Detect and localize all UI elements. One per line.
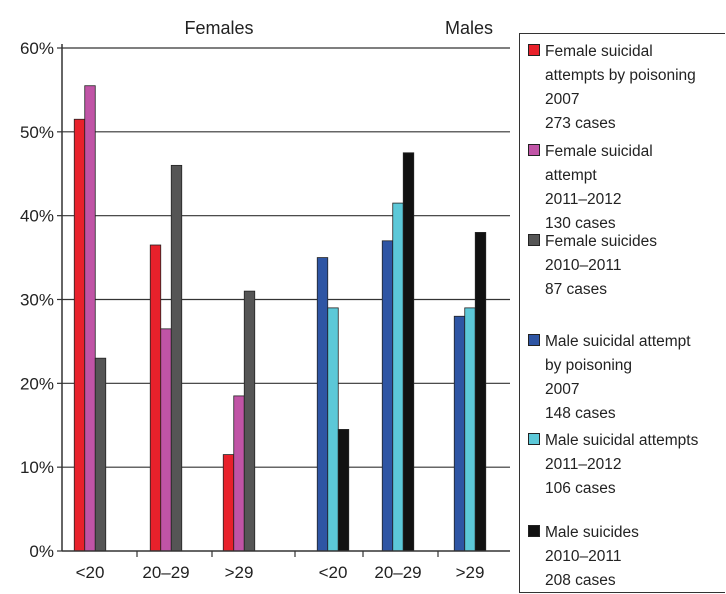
y-tick-label: 50% — [20, 123, 54, 142]
legend-label: Female suicides 2010–2011 87 cases — [545, 233, 657, 298]
chart-legend: Female suicidal attempts by poisoning 2007… — [519, 33, 725, 593]
y-tick-label: 40% — [20, 207, 54, 226]
bar — [160, 328, 172, 552]
group-title: Males — [445, 18, 493, 38]
x-tick-label: >29 — [456, 563, 485, 582]
x-tick-label: 20–29 — [374, 563, 421, 582]
legend-swatch — [528, 144, 540, 156]
legend-swatch — [528, 44, 540, 56]
y-tick-label: 60% — [20, 39, 54, 58]
y-tick-label: 30% — [20, 291, 54, 310]
bar — [222, 454, 235, 552]
bar — [327, 307, 339, 552]
x-tick-label: <20 — [319, 563, 348, 582]
bar — [381, 240, 394, 552]
legend-label: Male suicides 2010–2011 208 cases — [545, 524, 639, 589]
bar — [337, 429, 350, 552]
bar — [149, 244, 162, 552]
bar — [474, 232, 487, 552]
legend-label: Female suicidal attempts by poisoning 2007… — [545, 43, 696, 132]
x-tick-label: <20 — [76, 563, 105, 582]
legend-label: Female suicidal attempt 2011–2012 130 cases — [545, 143, 653, 232]
legend-swatch — [528, 234, 540, 246]
x-tick-label: 20–29 — [142, 563, 189, 582]
bar — [316, 257, 329, 552]
bar — [233, 395, 245, 552]
bar — [464, 307, 476, 552]
y-tick-label: 10% — [20, 458, 54, 477]
bar — [84, 85, 96, 552]
legend-swatch — [528, 525, 540, 537]
bar — [170, 164, 183, 552]
legend-swatch — [528, 334, 540, 346]
bar — [392, 202, 404, 552]
bar — [94, 357, 107, 552]
legend-label: Male suicidal attempt by poisoning 2007 148… — [545, 333, 691, 422]
legend-label: Male suicidal attempts 2011–2012 106 cases — [545, 432, 699, 497]
bar — [402, 152, 415, 552]
bar — [73, 118, 86, 552]
y-tick-label: 20% — [20, 374, 54, 393]
bar — [243, 290, 256, 552]
bar — [453, 315, 466, 552]
y-tick-label: 0% — [29, 542, 54, 561]
legend-swatch — [528, 433, 540, 445]
x-tick-label: >29 — [225, 563, 254, 582]
group-title: Females — [184, 18, 253, 38]
